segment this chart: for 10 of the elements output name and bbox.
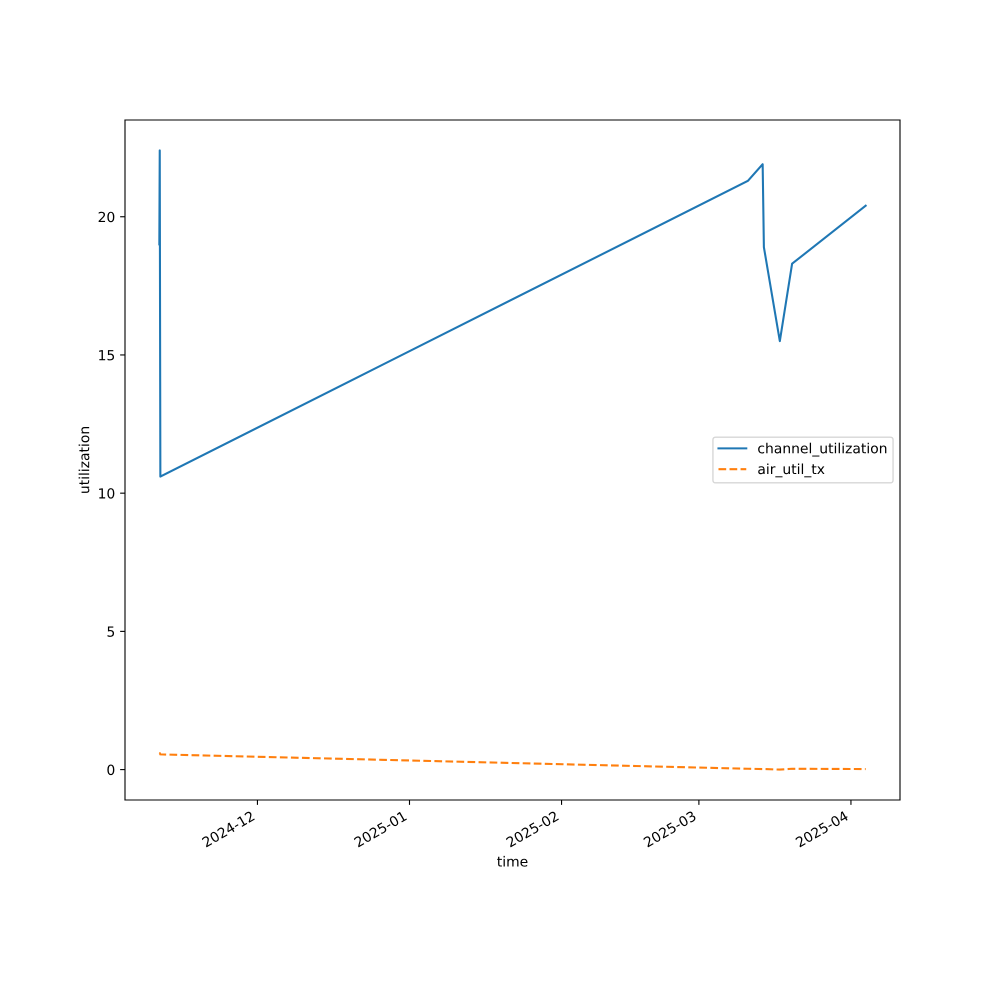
legend-label: channel_utilization (758, 442, 886, 457)
y-tick-label: 0 (107, 764, 114, 776)
y-tick-label: 10 (99, 488, 114, 499)
y-tick-label: 5 (108, 626, 114, 637)
y-axis-title: utilization (78, 427, 90, 493)
y-tick-label: 20 (98, 212, 114, 222)
legend-label: air_util_tx (758, 463, 825, 478)
y-tick-label: 15 (99, 350, 114, 360)
line-series (158, 752, 867, 771)
x-axis-title: time (497, 856, 528, 867)
